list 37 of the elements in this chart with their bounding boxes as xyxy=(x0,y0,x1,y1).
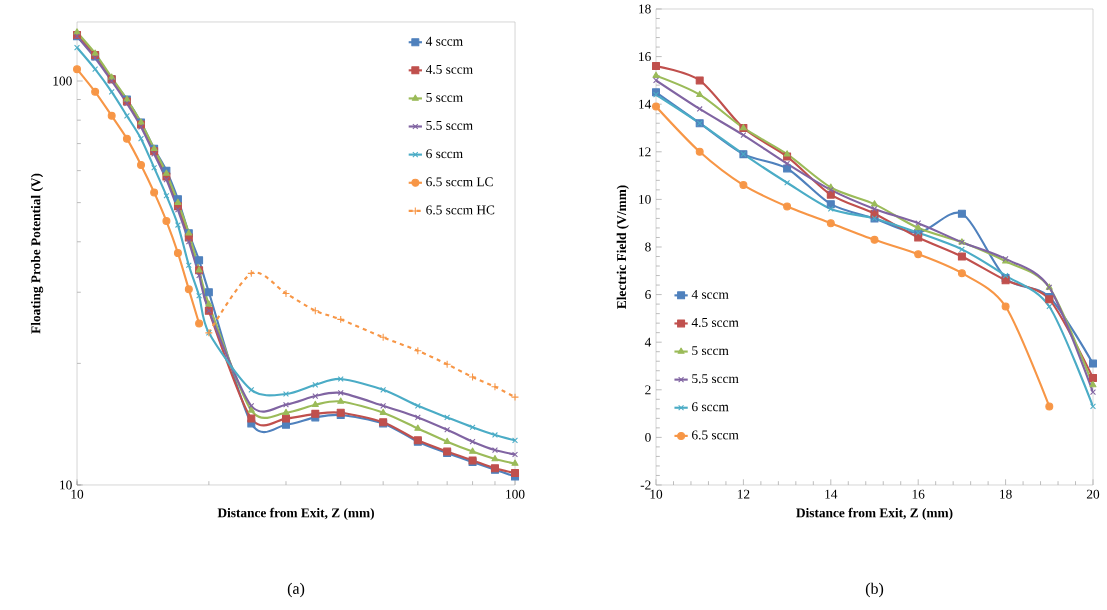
legend-label: 5.5 sccm xyxy=(426,121,473,131)
legend-label: 5 sccm xyxy=(426,93,463,102)
legend-label: 5 sccm xyxy=(692,346,729,356)
y-axis-title: Electric Field (V/mm) xyxy=(616,185,629,309)
y-tick-label: 2 xyxy=(645,385,651,395)
x-tick-label: 100 xyxy=(506,489,525,499)
x-axis-title: Distance from Exit, Z (mm) xyxy=(217,507,374,521)
x-tick-label: 14 xyxy=(825,489,838,499)
x-tick-label: 18 xyxy=(1000,489,1012,499)
y-tick-label: 0 xyxy=(645,432,651,442)
x-tick-label: 12 xyxy=(737,489,750,499)
y-tick-label: 8 xyxy=(645,242,651,252)
legend-label: 5.5 sccm xyxy=(692,374,739,384)
x-axis-title: Distance from Exit, Z (mm) xyxy=(796,507,953,521)
y-tick-label: 4 xyxy=(644,337,652,347)
legend-label: 4.5 sccm xyxy=(691,318,739,328)
y-tick-label: 6 xyxy=(645,290,651,300)
legend-label: 6.5 sccm HC xyxy=(426,205,495,215)
legend-label: 6 sccm xyxy=(692,402,729,412)
x-tick-label: 16 xyxy=(912,489,925,499)
legend-label: 6.5 sccm LC xyxy=(426,177,493,187)
legend-label: 4 sccm xyxy=(425,36,463,46)
y-tick-label: 16 xyxy=(639,52,651,62)
y-tick-label: -2 xyxy=(640,480,651,490)
y-tick-label: 14 xyxy=(639,99,652,109)
y-axis-title: Floating Probe Potential (V) xyxy=(30,173,44,334)
x-tick-label: 10 xyxy=(71,489,84,499)
legend-label: 6.5 sccm xyxy=(692,430,739,440)
text: (b) xyxy=(865,582,884,598)
legend-label: 6 sccm xyxy=(426,149,463,159)
x-tick-label: 20 xyxy=(1086,489,1100,499)
y-tick-label: 10 xyxy=(639,194,651,204)
text: (a) xyxy=(287,582,305,598)
y-tick-label: 18 xyxy=(639,4,651,14)
legend-label: 4.5 sccm xyxy=(425,64,473,74)
y-tick-label: 12 xyxy=(639,147,651,157)
legend-label: 4 sccm xyxy=(691,289,729,299)
